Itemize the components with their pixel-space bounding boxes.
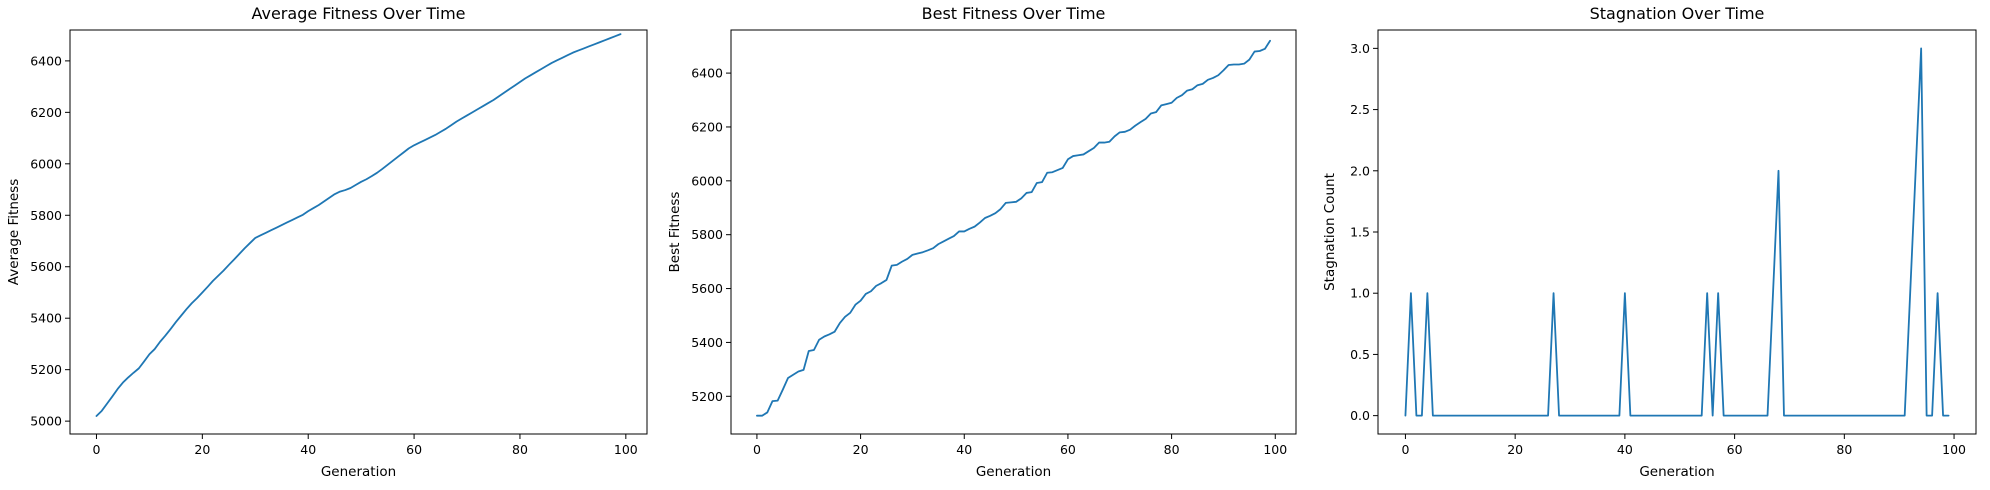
- y-tick-label: 5200: [30, 362, 62, 377]
- y-tick-label: 5400: [30, 311, 62, 326]
- y-tick-label: 6400: [691, 66, 723, 81]
- x-tick-label: 40: [1617, 442, 1633, 457]
- y-tick-label: 5800: [691, 227, 723, 242]
- y-tick-label: 6200: [691, 119, 723, 134]
- plot-frame: [1377, 29, 1977, 435]
- x-axis-label: Generation: [1639, 464, 1714, 480]
- y-tick-label: 2.0: [1350, 163, 1370, 178]
- x-tick-label: 40: [956, 442, 972, 457]
- x-tick-label: 80: [1836, 442, 1852, 457]
- y-tick-label: 2.5: [1350, 102, 1370, 117]
- plot-frame: [69, 29, 648, 435]
- y-axis-label: Average Fitness: [6, 179, 22, 285]
- y-tick-label: 5200: [691, 389, 723, 404]
- chart-title: Average Fitness Over Time: [251, 4, 465, 23]
- chart-title: Best Fitness Over Time: [922, 4, 1106, 23]
- x-tick-label: 0: [92, 442, 100, 457]
- chart-panel-2: Best Fitness Over Time 0 20 40 60 80 100 5200 54…: [667, 4, 1297, 480]
- x-tick-label: 20: [853, 442, 869, 457]
- y-tick-label: 3.0: [1350, 41, 1370, 56]
- x-tick-label: 0: [753, 442, 761, 457]
- chart-panel-1: Average Fitness Over Time 0 20 40 60 80 100 500…: [6, 4, 648, 480]
- series-line: [756, 39, 1271, 417]
- x-tick-label: 60: [1060, 442, 1076, 457]
- y-tick-label: 0.5: [1350, 347, 1370, 362]
- series-line: [1404, 47, 1950, 417]
- x-axis-label: Generation: [321, 464, 396, 480]
- x-tick-label: 20: [1507, 442, 1523, 457]
- y-axis-label: Stagnation Count: [1322, 173, 1338, 291]
- y-tick-label: 5000: [30, 414, 62, 429]
- y-tick-label: 6000: [30, 156, 62, 171]
- y-tick-label: 5600: [30, 259, 62, 274]
- y-tick-label: 1.0: [1350, 286, 1370, 301]
- x-tick-label: 60: [406, 442, 422, 457]
- y-tick-label: 5400: [691, 335, 723, 350]
- chart-panel-3: Stagnation Over Time 0 20 40 60 80 100 0.0 0.5 1.…: [1322, 4, 1977, 480]
- chart-title: Stagnation Over Time: [1590, 4, 1765, 23]
- y-tick-label: 5600: [691, 281, 723, 296]
- y-axis-label: Best Fitness: [667, 192, 683, 273]
- series-line: [95, 33, 622, 417]
- y-tick-label: 6200: [30, 105, 62, 120]
- x-tick-label: 60: [1727, 442, 1743, 457]
- x-tick-label: 100: [614, 442, 638, 457]
- x-tick-label: 80: [1164, 442, 1180, 457]
- x-tick-label: 80: [512, 442, 528, 457]
- x-axis-label: Generation: [976, 464, 1051, 480]
- plot-frame: [730, 29, 1297, 435]
- x-tick-label: 40: [300, 442, 316, 457]
- y-tick-label: 0.0: [1350, 408, 1370, 423]
- y-tick-label: 6400: [30, 53, 62, 68]
- y-tick-label: 5800: [30, 208, 62, 223]
- x-tick-label: 100: [1942, 442, 1966, 457]
- x-tick-label: 20: [194, 442, 210, 457]
- y-tick-label: 1.5: [1350, 225, 1370, 240]
- x-tick-label: 0: [1401, 442, 1409, 457]
- y-tick-label: 6000: [691, 173, 723, 188]
- x-tick-label: 100: [1263, 442, 1287, 457]
